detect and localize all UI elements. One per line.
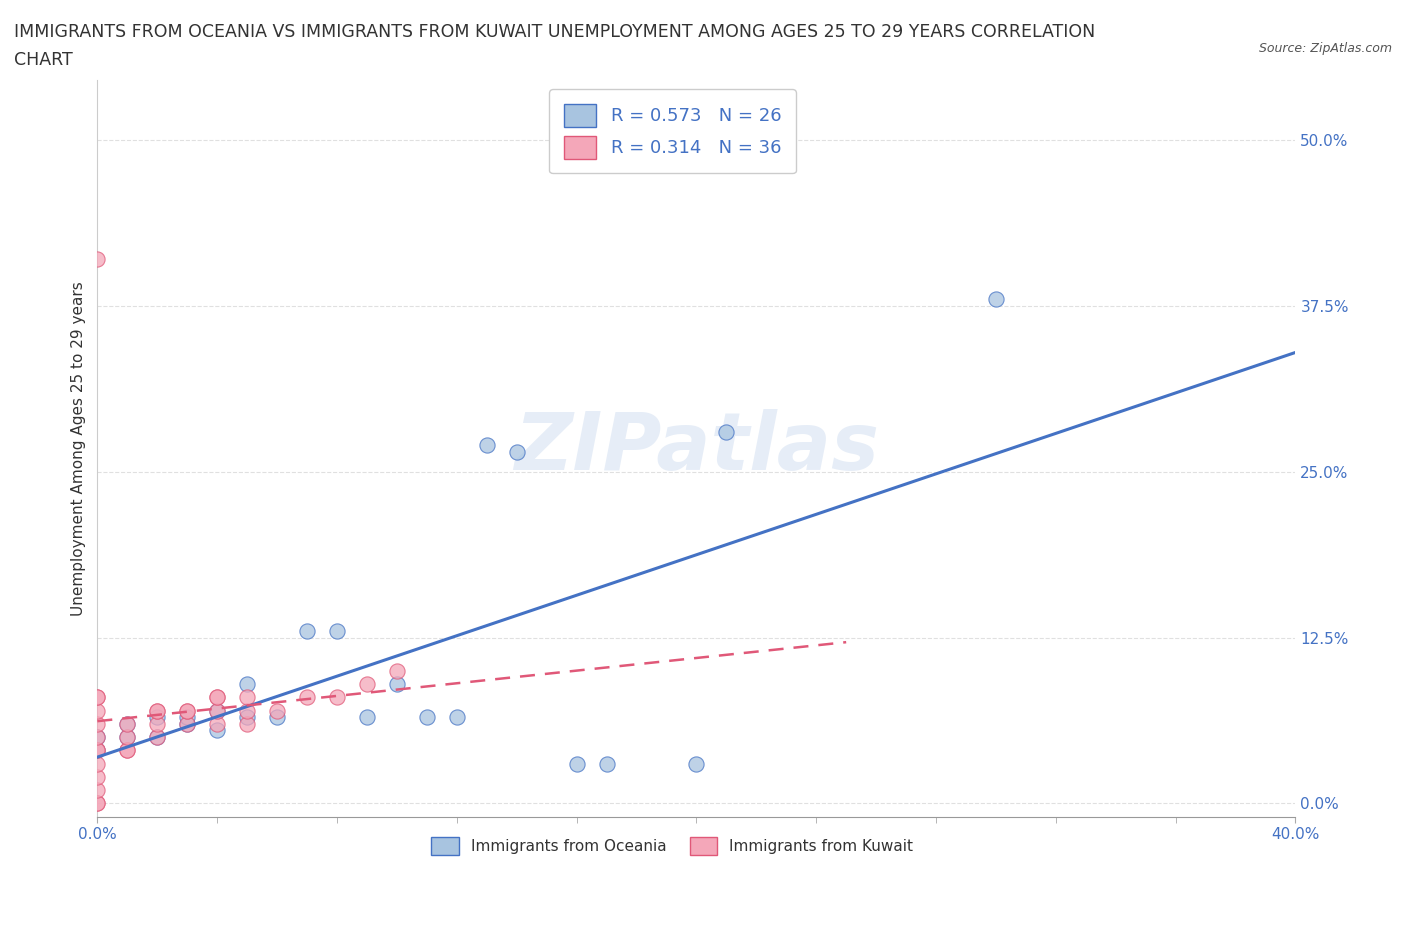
Point: [236, 710, 259, 724]
Point: [117, 730, 139, 745]
Point: [685, 756, 707, 771]
Point: [86, 730, 108, 745]
Point: [86, 743, 108, 758]
Point: [475, 438, 498, 453]
Point: [236, 676, 259, 691]
Point: [146, 730, 169, 745]
Point: [146, 730, 169, 745]
Point: [505, 445, 527, 459]
Point: [565, 756, 588, 771]
Point: [356, 710, 378, 724]
Point: [86, 796, 108, 811]
Point: [236, 716, 259, 731]
Point: [86, 690, 108, 705]
Point: [86, 796, 108, 811]
Point: [205, 703, 228, 718]
Point: [385, 676, 408, 691]
Point: [205, 703, 228, 718]
Text: CHART: CHART: [14, 51, 73, 69]
Text: IMMIGRANTS FROM OCEANIA VS IMMIGRANTS FROM KUWAIT UNEMPLOYMENT AMONG AGES 25 TO : IMMIGRANTS FROM OCEANIA VS IMMIGRANTS FR…: [14, 23, 1095, 41]
Point: [326, 690, 349, 705]
Point: [86, 252, 108, 267]
Point: [236, 690, 259, 705]
Point: [86, 730, 108, 745]
Point: [984, 292, 1007, 307]
Point: [176, 710, 198, 724]
Point: [86, 769, 108, 784]
Point: [86, 783, 108, 798]
Point: [86, 743, 108, 758]
Point: [146, 716, 169, 731]
Point: [295, 623, 318, 638]
Legend: Immigrants from Oceania, Immigrants from Kuwait: Immigrants from Oceania, Immigrants from…: [426, 830, 920, 860]
Point: [117, 730, 139, 745]
Point: [446, 710, 468, 724]
Point: [176, 716, 198, 731]
Point: [146, 710, 169, 724]
Point: [86, 756, 108, 771]
Point: [266, 703, 288, 718]
Point: [117, 716, 139, 731]
Point: [205, 690, 228, 705]
Point: [86, 716, 108, 731]
Point: [117, 743, 139, 758]
Point: [416, 710, 439, 724]
Point: [716, 424, 738, 439]
Point: [326, 623, 349, 638]
Point: [176, 703, 198, 718]
Point: [356, 676, 378, 691]
Point: [117, 743, 139, 758]
Point: [86, 703, 108, 718]
Point: [176, 703, 198, 718]
Point: [595, 756, 617, 771]
Text: ZIPatlas: ZIPatlas: [515, 409, 879, 487]
Point: [205, 716, 228, 731]
Point: [385, 663, 408, 678]
Point: [205, 690, 228, 705]
Point: [146, 703, 169, 718]
Y-axis label: Unemployment Among Ages 25 to 29 years: Unemployment Among Ages 25 to 29 years: [72, 281, 86, 616]
Point: [146, 703, 169, 718]
Point: [117, 716, 139, 731]
Point: [176, 716, 198, 731]
Point: [86, 743, 108, 758]
Text: Source: ZipAtlas.com: Source: ZipAtlas.com: [1258, 42, 1392, 55]
Point: [266, 710, 288, 724]
Point: [295, 690, 318, 705]
Point: [236, 703, 259, 718]
Point: [86, 690, 108, 705]
Point: [205, 723, 228, 737]
